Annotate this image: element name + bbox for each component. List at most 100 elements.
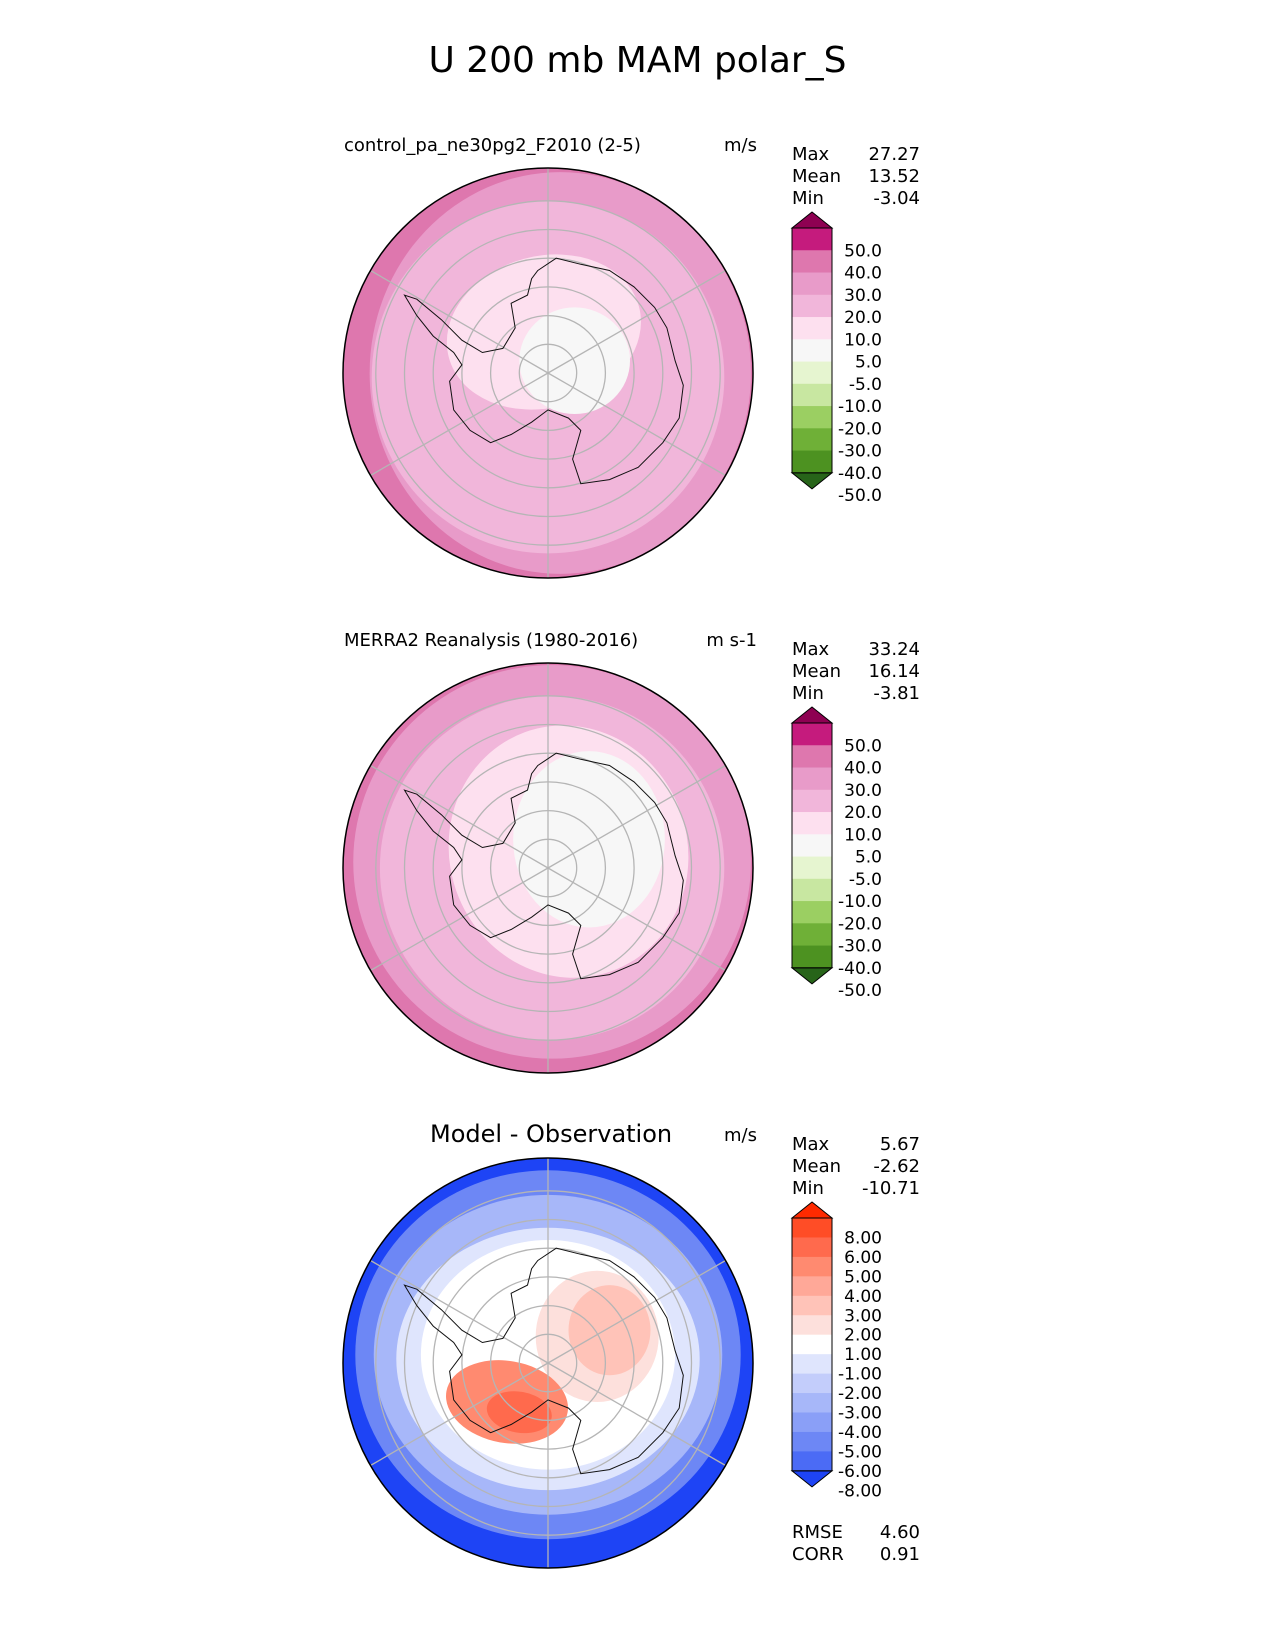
map-border (342, 1157, 754, 1569)
colorbar-tick-label: -40.0 (838, 464, 882, 484)
meridian-gridline (370, 1362, 549, 1467)
panel-observation: MERRA2 Reanalysis (1980-2016) m s-1 Max 3… (0, 615, 1275, 1085)
colorbar-segment (792, 1373, 832, 1394)
contour-band (519, 307, 631, 414)
polar-map: 50.0 40.030.020.010.0 5.0-5.0-10.0-20.0 -30… (342, 662, 882, 1074)
colorbar-segment (792, 450, 832, 474)
colorbar-tick-label: 6.00 (844, 1248, 882, 1268)
meridian-gridline (547, 764, 726, 869)
colorbar-tick-label: -6.00 (838, 1462, 882, 1482)
stats-box: Max 5.67 Mean -2.62 Min -10.71 (792, 1134, 920, 1200)
colorbar-tick-label: -8.00 (838, 1481, 882, 1501)
meridian-gridline (370, 269, 549, 374)
colorbar-segment (792, 901, 832, 924)
meridian-gridline (547, 372, 726, 477)
meridian-gridline (547, 1259, 726, 1364)
colorbar-tick-label: 30.0 (844, 781, 882, 801)
colorbar-segment (792, 1354, 832, 1375)
stat-max: Max 33.24 (792, 639, 920, 660)
colorbar-tick-label: -20.0 (838, 419, 882, 439)
colorbar-segment (792, 428, 832, 452)
colorbar-segment (792, 812, 832, 835)
colorbar-frame (791, 722, 833, 969)
colorbar-segment (792, 361, 832, 385)
colorbar-segment (792, 856, 832, 880)
colorbar-segment (792, 1276, 832, 1297)
map-field (343, 168, 753, 578)
meridian-gridline (547, 269, 726, 374)
colorbar-tick-label: -2.00 (838, 1384, 882, 1404)
colorbar: 50.0 40.030.020.010.0 5.0-5.0-10.0-20.0 -30… (790, 706, 882, 1001)
colorbar-frame (791, 227, 833, 474)
colorbar-segment (792, 1431, 832, 1452)
map-field (343, 663, 753, 1073)
panel-units: m s-1 (706, 630, 757, 651)
colorbar-tick-label: -50.0 (838, 486, 882, 506)
colorbar-segment (792, 1334, 832, 1355)
colorbar-segment (792, 723, 832, 746)
meridian-gridline (547, 1362, 726, 1467)
colorbar-segment (792, 1237, 832, 1258)
colorbar: 8.006.005.004.003.002.001.00-1.00-2.00-3… (790, 1201, 882, 1501)
stat-mean: Mean 16.14 (792, 661, 920, 682)
colorbar-tick-label: -1.00 (838, 1365, 882, 1385)
colorbar-tick-label: -5.0 (849, 375, 882, 395)
panel-units: m/s (724, 135, 757, 156)
colorbar-tick-label: 20.0 (844, 803, 882, 823)
colorbar-tick-label: 30.0 (844, 286, 882, 306)
page-title: U 200 mb MAM polar_S (428, 40, 847, 81)
colorbar-segment (792, 1393, 832, 1414)
colorbar-segment (792, 1295, 832, 1316)
colorbar-tick-label: 20.0 (844, 308, 882, 328)
colorbar-tick-label: -5.00 (838, 1442, 882, 1462)
colorbar-extend-top (790, 706, 834, 724)
panel-title: control_pa_ne30pg2_F2010 (2-5) (344, 135, 641, 156)
colorbar-segment (792, 834, 832, 858)
metrics-box: RMSE 4.60 CORR 0.91 (792, 1522, 920, 1566)
contour-band (513, 751, 665, 928)
metric-corr: CORR 0.91 (792, 1544, 920, 1565)
colorbar-segment (792, 1315, 832, 1336)
colorbar-extend-bottom (790, 967, 834, 985)
colorbar-segment (792, 294, 832, 318)
colorbar-tick-label: -10.0 (838, 397, 882, 417)
meridian-gridline (370, 764, 549, 869)
polar-map: 50.0 40.030.020.010.0 5.0-5.0-10.0-20.0 -30… (342, 167, 882, 579)
stat-mean: Mean -2.62 (792, 1156, 920, 1177)
colorbar-segment (792, 228, 832, 251)
colorbar-segment (792, 923, 832, 947)
stat-min: Min -3.81 (792, 683, 920, 704)
colorbar-segment (792, 878, 832, 902)
colorbar-segment (792, 272, 832, 296)
colorbar-tick-label: 10.0 (844, 330, 882, 350)
colorbar-segment (792, 1256, 832, 1277)
stats-box: Max 27.27 Mean 13.52 Min -3.04 (792, 144, 920, 210)
colorbar-tick-label: -40.0 (838, 959, 882, 979)
antarctica-coastline (403, 1247, 684, 1475)
colorbar-extend-bottom (790, 1470, 834, 1488)
colorbar-tick-label: 10.0 (844, 825, 882, 845)
stat-max: Max 5.67 (792, 1134, 920, 1155)
polar-map: 8.006.005.004.003.002.001.00-1.00-2.00-3… (342, 1157, 882, 1569)
colorbar-segment (792, 1451, 832, 1472)
panel-title: MERRA2 Reanalysis (1980-2016) (344, 630, 639, 651)
colorbar-tick-label: 5.00 (844, 1267, 882, 1287)
colorbar-tick-label: 3.00 (844, 1306, 882, 1326)
colorbar-tick-label: 5.0 (855, 848, 882, 868)
colorbar-segment (792, 383, 832, 407)
colorbar-tick-label: 1.00 (844, 1345, 882, 1365)
colorbar-tick-label: -50.0 (838, 981, 882, 1001)
colorbar-segment (792, 406, 832, 429)
colorbar-tick-label: -20.0 (838, 914, 882, 934)
colorbar-extend-top (790, 211, 834, 229)
colorbar-segment (792, 745, 832, 769)
stats-box: Max 33.24 Mean 16.14 Min -3.81 (792, 639, 920, 705)
colorbar-tick-label: 50.0 (844, 241, 882, 261)
meridian-gridline (370, 1259, 549, 1364)
colorbar-segment (792, 789, 832, 813)
colorbar-segment (792, 1412, 832, 1433)
meridian-gridline (547, 867, 726, 972)
colorbar-tick-label: -3.00 (838, 1404, 882, 1424)
panel-model: control_pa_ne30pg2_F2010 (2-5) m/s Max 27… (0, 120, 1275, 590)
colorbar-tick-label: -30.0 (838, 442, 882, 462)
